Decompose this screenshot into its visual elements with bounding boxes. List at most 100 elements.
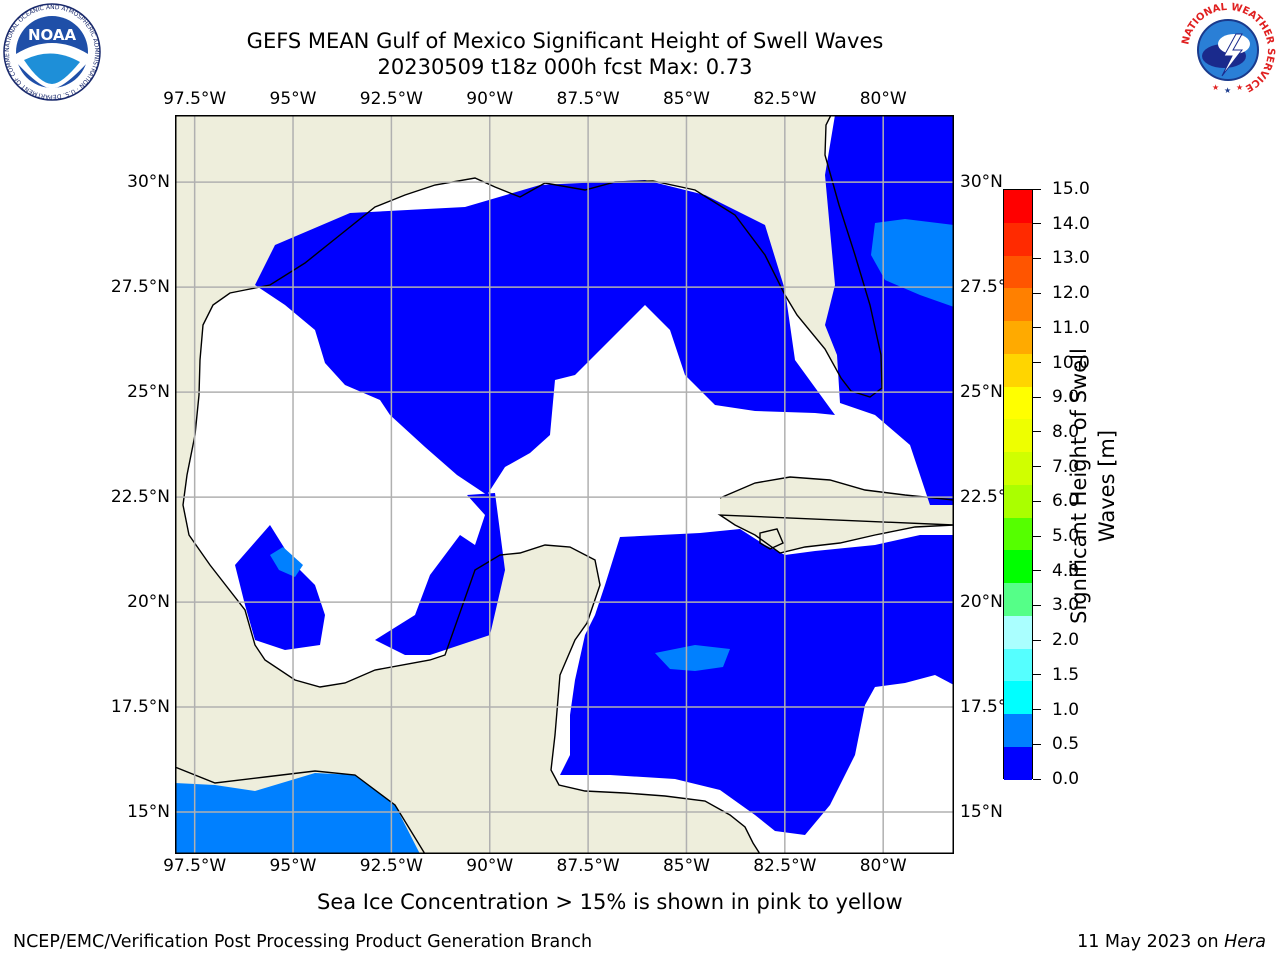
nws-logo: NATIONAL WEATHER SERVICE ★ ★ ★: [1180, 2, 1276, 97]
colorbar-tick-label: 0.5: [1052, 734, 1080, 755]
colorbar-segment: [1004, 517, 1032, 551]
colorbar-segment: [1004, 419, 1032, 453]
sea-ice-note: Sea Ice Concentration > 15% is shown in …: [317, 890, 903, 914]
swell-zone-bay-of-campeche-west: [235, 525, 325, 650]
lon-tick-label: 80°W: [859, 856, 907, 876]
colorbar-segment: [1004, 288, 1032, 322]
land-isle-of-youth: [760, 529, 783, 549]
swell-zone-east-gulf: [825, 115, 954, 505]
noaa-logo: NATIONAL OCEANIC AND ATMOSPHERIC ADMINIS…: [2, 2, 101, 101]
colorbar-segment: [1004, 190, 1032, 223]
colorbar-tick-mark: [1033, 188, 1041, 190]
colorbar-label-line1: Significant Height of Swell: [1067, 348, 1091, 624]
colorbar-segment: [1004, 648, 1032, 682]
colorbar-tick-label: 1.0: [1052, 699, 1080, 720]
colorbar-tick-label: 3.0: [1052, 595, 1080, 616]
swell-zone-caribbean: [560, 529, 954, 835]
lon-tick-label: 82.5°W: [753, 856, 817, 876]
lat-tick-label: 15°N: [960, 802, 1003, 822]
colorbar-label: Significant Height of Swell Waves [m]: [1065, 286, 1135, 686]
colorbar-tick-label: 1.5: [1052, 664, 1080, 685]
colorbar-tick-label: 7.0: [1052, 456, 1080, 477]
lon-tick-label: 85°W: [662, 89, 710, 109]
lon-tick-label: 85°W: [662, 856, 710, 876]
lon-tick-label: 97.5°W: [163, 89, 227, 109]
footer-date-text: 11 May 2023 on: [1077, 932, 1225, 952]
colorbar-tick-label: 10.0: [1052, 352, 1090, 373]
colorbar-tick-mark: [1033, 604, 1041, 606]
colorbar-tick-mark: [1033, 257, 1041, 259]
colorbar-tick-label: 13.0: [1052, 248, 1090, 269]
coastline-mainland: [182, 115, 883, 854]
colorbar-tick-label: 15.0: [1052, 179, 1090, 199]
map-title: GEFS MEAN Gulf of Mexico Significant Hei…: [246, 29, 884, 53]
footer-host: Hera: [1224, 932, 1266, 952]
lon-tick-label: 92.5°W: [359, 89, 423, 109]
colorbar-segment: [1004, 550, 1032, 584]
colorbar-label-line2: Waves [m]: [1095, 429, 1119, 543]
land-north-america: [175, 115, 882, 854]
colorbar-segment: [1004, 353, 1032, 387]
colorbar-segment: [1004, 747, 1032, 780]
lat-tick-label: 25°N: [960, 382, 1003, 403]
colorbar-tick-label: 12.0: [1052, 283, 1090, 304]
map-plot: [175, 115, 954, 854]
svg-text:★: ★: [1212, 83, 1219, 92]
map-subtitle: 20230509 t18z 000h fcst Max: 0.73: [377, 55, 753, 79]
lon-tick-label: 95°W: [269, 856, 317, 876]
lon-tick-label: 95°W: [269, 89, 317, 109]
colorbar-segment: [1004, 714, 1032, 748]
colorbar-tick-mark: [1033, 500, 1041, 502]
colorbar-tick-mark: [1033, 466, 1041, 468]
colorbar-tick-mark: [1033, 639, 1041, 641]
footer-credit: NCEP/EMC/Verification Post Processing Pr…: [13, 932, 593, 952]
swell-zone-campeche-light: [270, 547, 303, 577]
svg-text:★: ★: [1236, 83, 1243, 92]
lat-tick-label: 22.5°N: [110, 487, 170, 508]
swell-zone-caribbean-light: [655, 645, 730, 671]
swell-zone-bay-of-campeche-east: [375, 493, 505, 655]
lat-tick-label: 27.5°N: [110, 277, 170, 298]
colorbar-segment: [1004, 452, 1032, 485]
map-frame: [175, 115, 954, 854]
lat-tick-label: 20°N: [127, 592, 170, 613]
lat-tick-label: 15°N: [127, 802, 170, 822]
colorbar-tick-label: 0.0: [1052, 769, 1080, 789]
lat-tick-label: 17.5°N: [110, 697, 170, 718]
swell-zone-pacific: [175, 773, 420, 854]
lat-tick-label: 30°N: [960, 172, 1003, 193]
swell-zone-north-gulf: [255, 180, 835, 495]
colorbar-tick-label: 5.0: [1052, 526, 1080, 547]
lon-tick-label: 90°W: [466, 856, 514, 876]
colorbar-segment: [1004, 583, 1032, 616]
colorbar-tick-label: 6.0: [1052, 491, 1080, 512]
swell-contours: [175, 115, 954, 854]
colorbar-tick-label: 2.0: [1052, 630, 1080, 651]
colorbar-tick-mark: [1033, 292, 1041, 294]
colorbar-segment: [1004, 484, 1032, 518]
colorbar-tick-label: 14.0: [1052, 213, 1090, 234]
colorbar-tick-mark: [1033, 431, 1041, 433]
lat-tick-label: 20°N: [960, 592, 1003, 613]
colorbar-tick-label: 4.0: [1052, 560, 1080, 581]
colorbar-tick-mark: [1033, 570, 1041, 572]
colorbar-tick-mark: [1033, 223, 1041, 225]
swell-zone-bahamas-light: [871, 219, 954, 307]
footer-date: 11 May 2023 on Hera: [1077, 932, 1266, 952]
colorbar-tick-mark: [1033, 362, 1041, 364]
lon-tick-label: 80°W: [859, 89, 907, 109]
lon-tick-label: 87.5°W: [556, 856, 620, 876]
colorbar-tick-mark: [1033, 535, 1041, 537]
noaa-logo-text: NOAA: [28, 26, 77, 44]
lon-tick-label: 92.5°W: [359, 856, 423, 876]
colorbar-segment: [1004, 681, 1032, 715]
colorbar-tick-mark: [1033, 709, 1041, 711]
colorbar-tick-label: 11.0: [1052, 317, 1090, 338]
colorbar-segment: [1004, 222, 1032, 256]
lon-tick-label: 87.5°W: [556, 89, 620, 109]
map-gridlines: [175, 115, 954, 854]
colorbar-segment: [1004, 386, 1032, 420]
colorbar-tick-mark: [1033, 778, 1041, 780]
colorbar-tick-mark: [1033, 743, 1041, 745]
lat-tick-label: 30°N: [127, 172, 170, 193]
